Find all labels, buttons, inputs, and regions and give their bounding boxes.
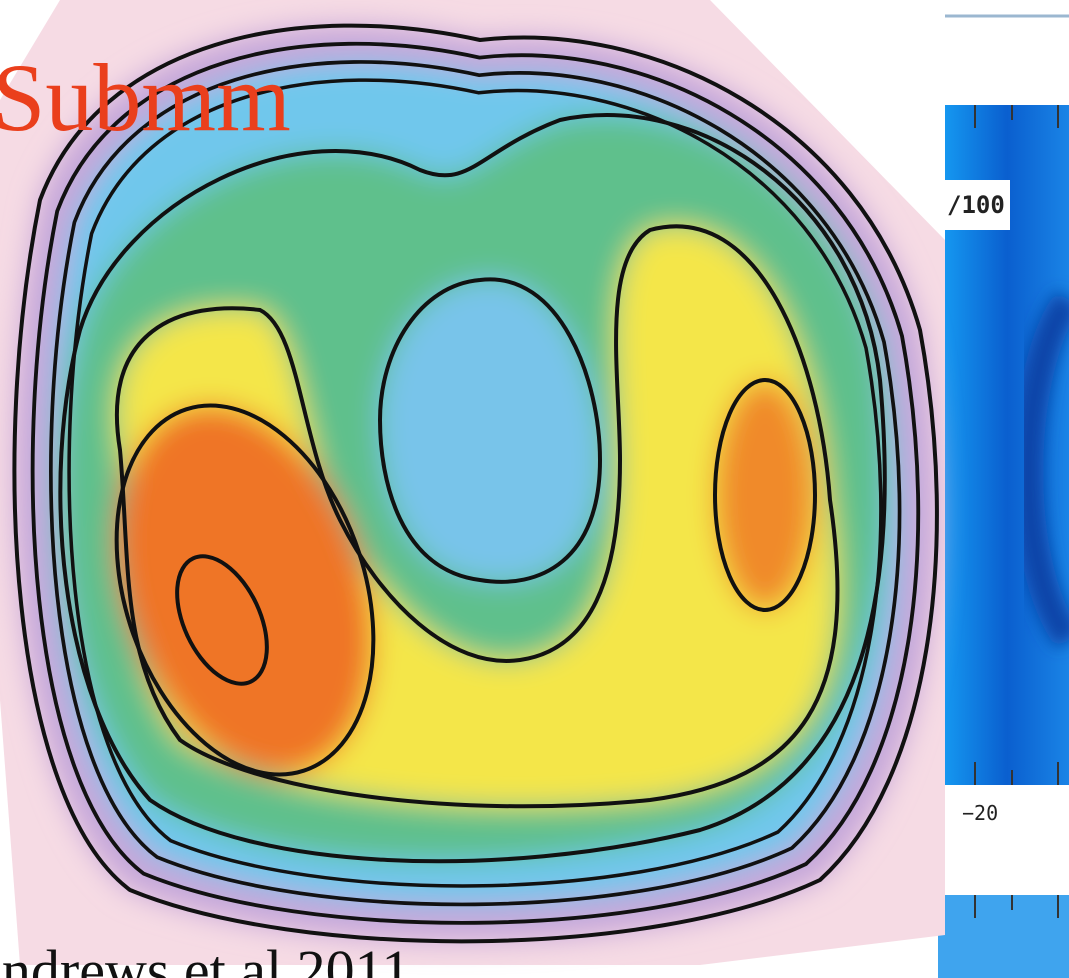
slide-title: Submm (0, 44, 291, 151)
contour-map (0, 0, 945, 965)
panel-label: /100 (947, 191, 1005, 219)
panel-bottom (938, 895, 1069, 978)
panel-ticks (974, 105, 1059, 785)
contour-lines (12, 23, 939, 944)
label-box (945, 180, 1010, 230)
side-panel: /100 −20 (938, 0, 1069, 978)
panel-band (1013, 290, 1069, 649)
caption: Andrews et al 2011 (0, 938, 410, 978)
panel-axis-label: −20 (962, 801, 998, 825)
